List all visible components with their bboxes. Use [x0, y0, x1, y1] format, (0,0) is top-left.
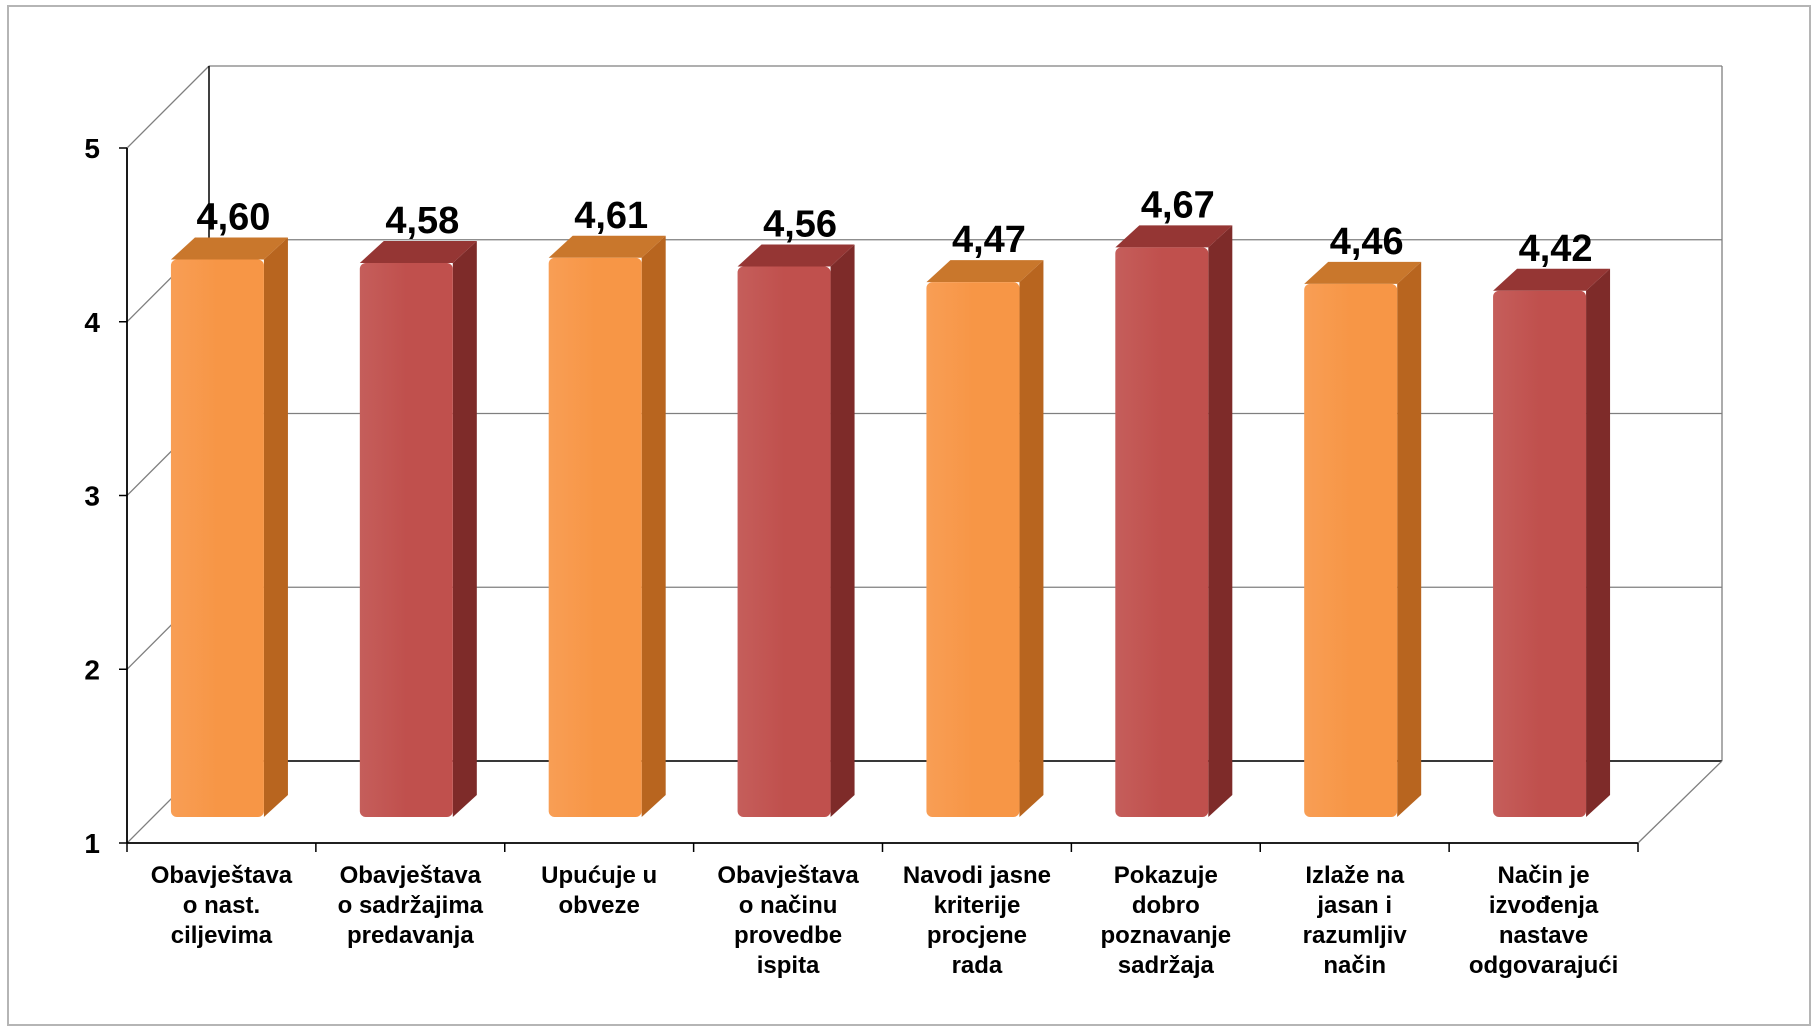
category-label: Obavještava	[717, 862, 859, 889]
bar	[170, 237, 288, 817]
floor-right-edge	[1637, 760, 1723, 844]
bar-side	[1586, 268, 1611, 817]
data-label: 4,61	[574, 195, 648, 237]
category-label: kriterije	[934, 892, 1021, 919]
bar-front	[359, 262, 453, 818]
bar	[1115, 225, 1233, 817]
category-label: o nast.	[183, 892, 260, 919]
y-tick-label: 2	[84, 654, 100, 685]
bar-side	[1397, 261, 1422, 817]
category-label: rada	[952, 952, 1003, 979]
gridline-side	[126, 65, 210, 149]
category-label: Obavještava	[151, 862, 293, 889]
bar-side	[263, 237, 288, 817]
bar-front	[1493, 290, 1587, 817]
bar-front	[548, 257, 642, 817]
y-tick-label: 1	[84, 828, 100, 859]
category-label: Način je	[1498, 862, 1590, 889]
bar-top	[1304, 261, 1422, 284]
data-label: 4,56	[763, 203, 837, 245]
category-label: obveze	[559, 892, 640, 919]
bar	[926, 260, 1044, 817]
category-label: Izlaže na	[1305, 862, 1404, 889]
bar	[548, 235, 666, 817]
bar-front	[926, 282, 1020, 817]
category-label: o sadržajima	[338, 892, 484, 919]
category-label: Navodi jasne	[903, 862, 1051, 889]
bar-top	[1115, 225, 1233, 248]
bar	[1304, 261, 1422, 817]
bar-side	[830, 244, 855, 817]
category-label: razumljiv	[1303, 922, 1408, 949]
bar-top	[1493, 268, 1611, 291]
bar-top	[737, 244, 855, 267]
category-label: o načinu	[739, 892, 838, 919]
bar-front	[737, 266, 831, 817]
category-label: izvođenja	[1489, 892, 1599, 919]
bar-side	[452, 240, 477, 818]
category-label: procjene	[927, 922, 1027, 949]
data-label: 4,46	[1330, 221, 1404, 263]
category-label: poznavanje	[1100, 922, 1231, 949]
data-label: 4,47	[952, 219, 1026, 261]
bar	[1493, 268, 1611, 817]
y-tick-label: 5	[84, 133, 100, 164]
chart-grid	[119, 65, 1723, 852]
bar-side	[641, 235, 666, 817]
category-label: predavanja	[347, 922, 474, 949]
y-tick-label: 4	[84, 307, 100, 338]
category-label: Pokazuje	[1114, 862, 1218, 889]
bar-front	[170, 259, 264, 817]
data-label: 4,60	[196, 197, 270, 239]
category-label: provedbe	[734, 922, 842, 949]
bar-top	[359, 240, 477, 263]
bar-side	[1019, 260, 1044, 817]
bar-top	[548, 235, 666, 258]
category-label: nastave	[1499, 922, 1588, 949]
bar	[359, 240, 477, 818]
bar-top	[170, 237, 288, 260]
category-label: Obavještava	[340, 862, 482, 889]
category-label: sadržaja	[1118, 952, 1215, 979]
category-label: dobro	[1132, 892, 1200, 919]
y-tick-label: 3	[84, 481, 100, 512]
category-label: Upućuje u	[541, 862, 657, 889]
bar	[737, 244, 855, 817]
category-label: ispita	[757, 952, 820, 979]
data-label: 4,67	[1141, 184, 1215, 226]
bar-series	[170, 225, 1611, 818]
data-label: 4,42	[1519, 228, 1593, 270]
bar-top	[926, 260, 1044, 283]
category-label: jasan i	[1316, 892, 1392, 919]
data-label: 4,58	[385, 200, 459, 242]
chart-labels: 1 2 3 4 5 4,60 Obavještava o nast. ciljevima 4,58…	[84, 133, 1618, 979]
bar-front	[1304, 283, 1398, 817]
category-label: način	[1323, 952, 1386, 979]
category-label: odgovarajući	[1469, 952, 1618, 979]
bar-front	[1115, 247, 1209, 817]
category-label: ciljevima	[171, 922, 273, 949]
bar-side	[1208, 225, 1233, 817]
